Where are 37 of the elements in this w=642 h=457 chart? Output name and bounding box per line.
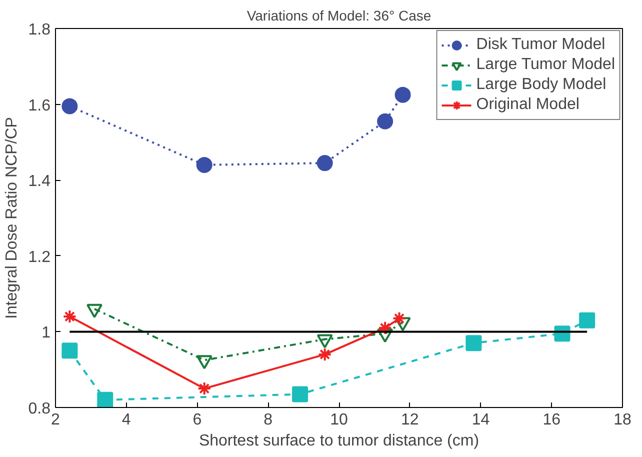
- x-tick-label: 16: [542, 412, 561, 428]
- point: [392, 311, 406, 326]
- x-tick-label: 4: [122, 412, 131, 428]
- legend-label: Large Tumor Model: [476, 56, 615, 74]
- point: [377, 113, 394, 130]
- x-tick-label: 12: [400, 412, 419, 428]
- y-tick-label: 0.8: [28, 400, 51, 418]
- point: [316, 155, 333, 172]
- y-tick-label: 1.6: [28, 97, 51, 114]
- y-axis-title: Integral Dose Ratio NCP/CP: [3, 117, 20, 319]
- y-tick-label: 1.4: [28, 173, 51, 190]
- x-tick-label: 2: [51, 412, 60, 428]
- point: [62, 342, 78, 359]
- y-tick-label: 1: [42, 324, 51, 342]
- x-tick-label: 10: [330, 412, 348, 428]
- point: [196, 156, 212, 173]
- point: [97, 392, 114, 408]
- y-tick-label: 1.2: [28, 248, 51, 266]
- y-tick-label: 1.8: [28, 22, 51, 38]
- legend-label: Disk Tumor Model: [476, 36, 606, 54]
- point: [318, 347, 332, 362]
- x-tick-label: 8: [264, 412, 273, 428]
- point: [378, 320, 392, 335]
- point: [292, 386, 308, 402]
- x-axis-title: Shortest surface to tumor distance (cm): [198, 432, 480, 450]
- x-tick-label: 18: [614, 412, 632, 428]
- point: [62, 98, 78, 114]
- point: [62, 310, 77, 324]
- point: [466, 335, 482, 352]
- chart-title: Variations of Model: 36° Case: [246, 8, 432, 24]
- point: [197, 382, 212, 396]
- point: [394, 86, 411, 103]
- x-tick-label: 6: [192, 412, 202, 428]
- legend-label: Large Body Model: [476, 76, 606, 94]
- legend-label: Original Model: [476, 96, 580, 114]
- point: [579, 312, 596, 328]
- x-tick-label: 14: [472, 412, 490, 428]
